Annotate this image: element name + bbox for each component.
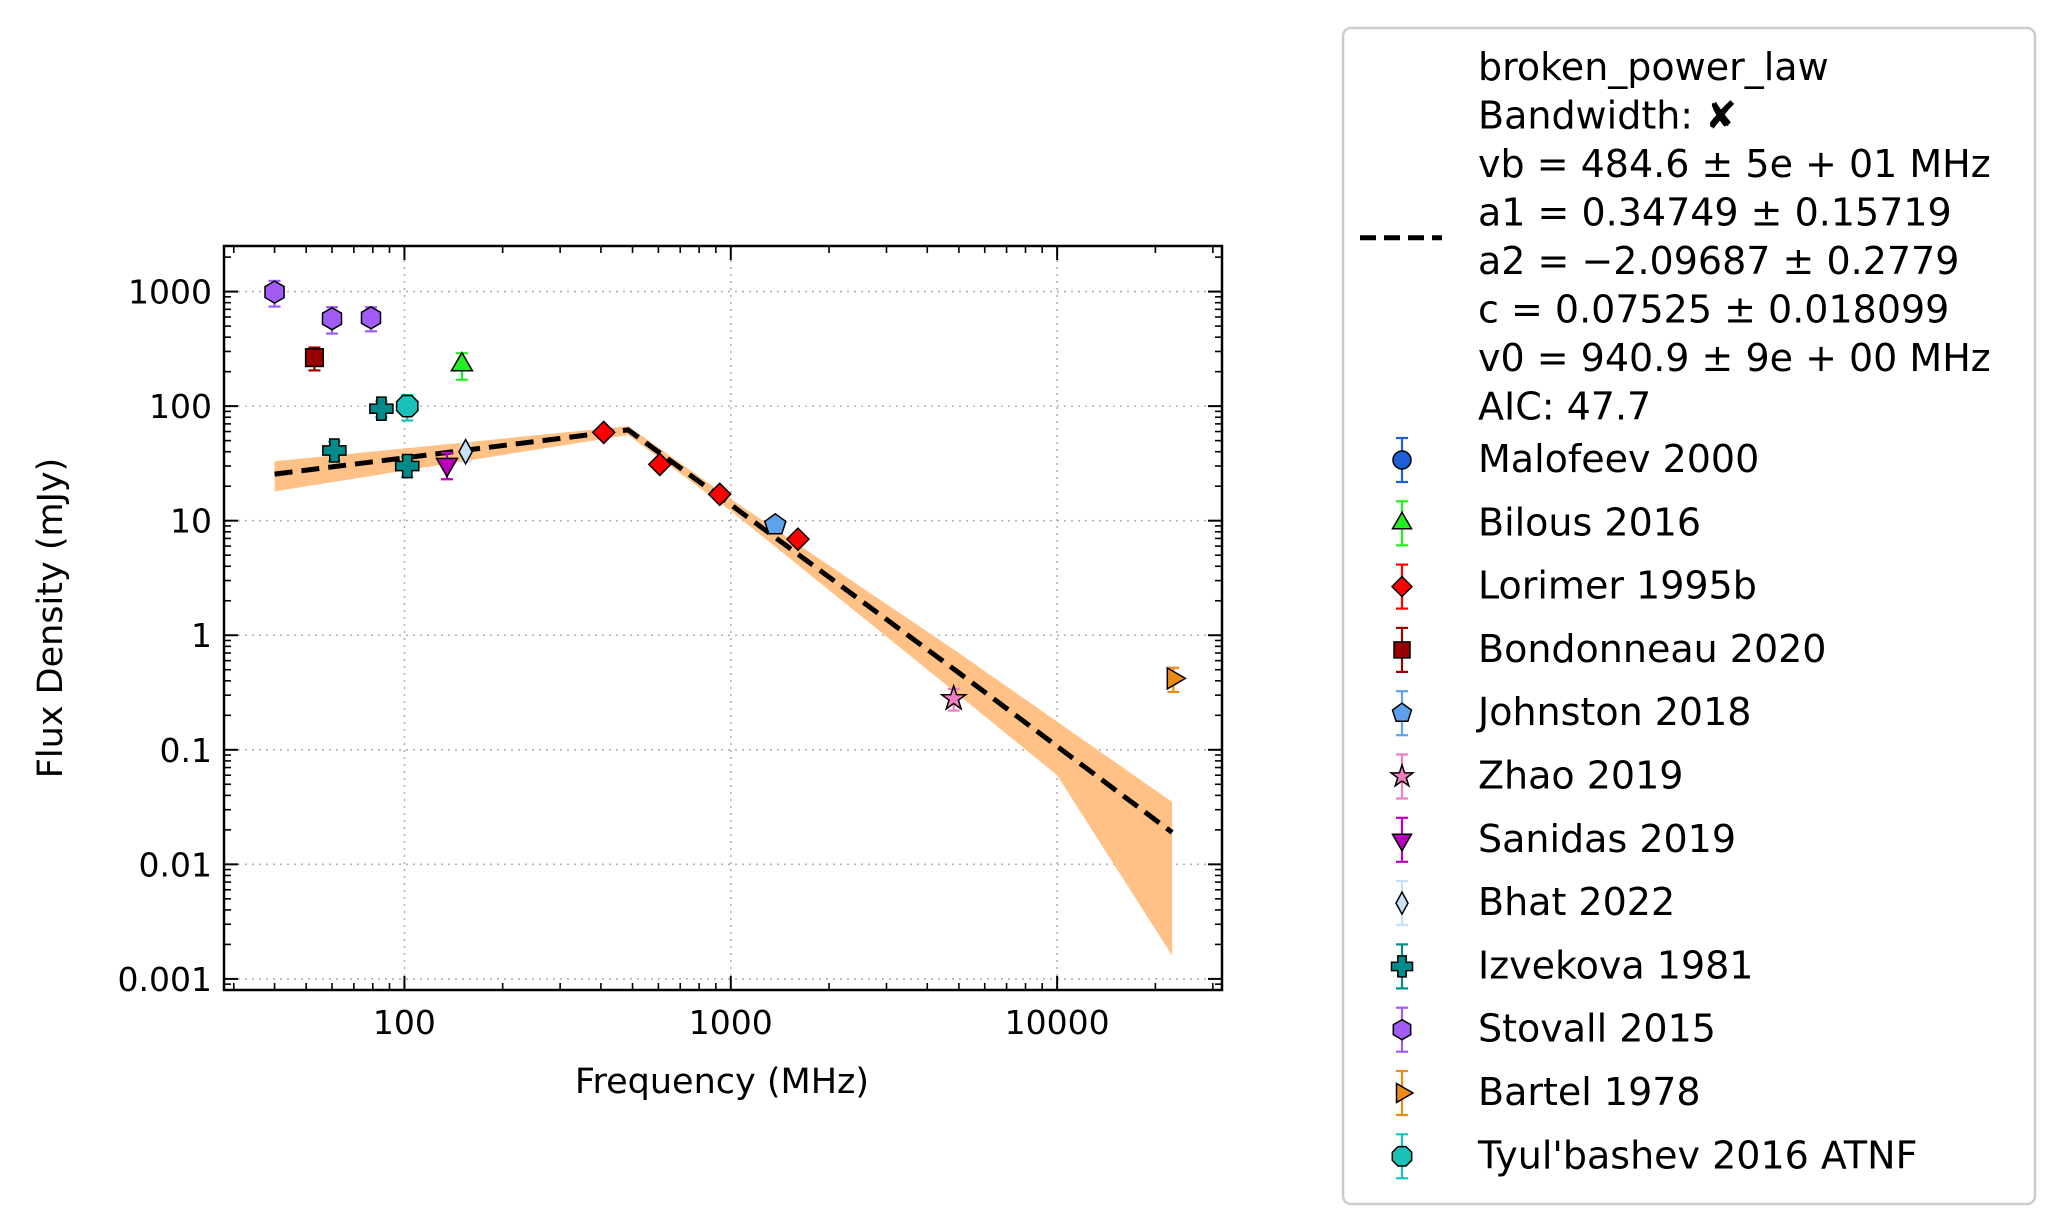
legend-label: Izvekova 1981 xyxy=(1478,943,1753,987)
data-point xyxy=(450,351,474,372)
series-bondonneau-2020 xyxy=(304,346,324,372)
y-tick-label: 0.1 xyxy=(160,731,212,770)
x-tick-label: 10000 xyxy=(1005,1003,1110,1042)
legend-label: Tyul'bashev 2016 ATNF xyxy=(1477,1133,1917,1177)
series-izvekova-1981 xyxy=(322,396,420,479)
legend-label: Bartel 1978 xyxy=(1478,1070,1701,1114)
legend-item: Izvekova 1981 xyxy=(1390,943,1753,990)
data-point xyxy=(369,396,394,421)
legend-item: Bondonneau 2020 xyxy=(1393,626,1826,674)
legend-marker xyxy=(1395,890,1409,916)
legend-fit-text: Bandwidth: ✘ xyxy=(1478,94,1737,138)
data-point xyxy=(394,453,420,479)
legend-marker xyxy=(1388,762,1416,788)
y-tick-label: 1 xyxy=(191,616,212,655)
plot-frame xyxy=(222,244,1224,992)
uncertainty-band xyxy=(274,426,1173,956)
legend-item: Bilous 2016 xyxy=(1391,500,1701,547)
y-tick-label: 100 xyxy=(149,387,212,426)
legend-marker xyxy=(1392,450,1412,470)
data-point xyxy=(939,683,968,711)
legend-label: Stovall 2015 xyxy=(1478,1007,1716,1051)
legend-fit-text: v0 = 940.9 ± 9e + 00 MHz xyxy=(1478,336,1991,380)
data-point xyxy=(435,457,459,479)
legend-label: Bilous 2016 xyxy=(1478,500,1701,544)
legend-item: Stovall 2015 xyxy=(1392,1006,1716,1053)
data-point xyxy=(360,305,382,330)
legend-label: Bondonneau 2020 xyxy=(1478,627,1826,671)
legend-marker xyxy=(1391,510,1413,530)
y-tick-label: 0.001 xyxy=(118,960,212,999)
legend-label: Zhao 2019 xyxy=(1478,754,1683,798)
legend-item: Bartel 1978 xyxy=(1395,1069,1701,1117)
data-point xyxy=(304,348,324,368)
y-axis-title: Flux Density (mJy) xyxy=(31,458,71,779)
legend-fit-text: a2 = −2.09687 ± 0.2779 xyxy=(1478,239,1959,283)
data-points xyxy=(264,279,1187,712)
series-johnston-2018 xyxy=(763,512,787,535)
y-tick-label: 0.01 xyxy=(139,845,212,884)
axes xyxy=(222,244,1224,992)
legend-marker xyxy=(1391,1145,1413,1167)
legend-marker xyxy=(1395,1082,1415,1104)
legend-fit-text: AIC: 47.7 xyxy=(1478,385,1651,429)
legend-label: Malofeev 2000 xyxy=(1478,437,1759,481)
y-tick-label: 1000 xyxy=(128,273,212,312)
legend-item: Lorimer 1995b xyxy=(1390,563,1757,610)
legend-marker xyxy=(1391,702,1413,723)
series-bhat-2022 xyxy=(458,438,474,466)
x-tick-label: 100 xyxy=(373,1003,436,1042)
series-lorimer-1995b xyxy=(591,420,810,552)
data-point xyxy=(763,512,787,535)
fit-uncertainty-band xyxy=(274,426,1173,956)
legend-marker xyxy=(1390,575,1414,598)
legend-label: Johnston 2018 xyxy=(1476,690,1751,734)
x-axis-title: Frequency (MHz) xyxy=(575,1062,869,1102)
data-point xyxy=(264,280,285,304)
series-zhao-2019 xyxy=(939,683,968,712)
data-point xyxy=(395,394,419,418)
grid xyxy=(224,246,1222,990)
data-point xyxy=(647,452,672,477)
legend-item: Zhao 2019 xyxy=(1388,753,1683,800)
data-point xyxy=(591,420,616,445)
legend-fit-text: vb = 484.6 ± 5e + 01 MHz xyxy=(1478,142,1991,186)
legend: broken_power_law Bandwidth: ✘vb = 484.6 ±… xyxy=(1341,26,2037,1206)
series-bilous-2016 xyxy=(450,351,474,381)
legend-marker xyxy=(1391,833,1413,853)
legend-marker xyxy=(1392,1018,1412,1041)
legend-item: Malofeev 2000 xyxy=(1392,436,1759,484)
legend-box xyxy=(1341,26,2037,1206)
legend-label: Lorimer 1995b xyxy=(1478,564,1757,608)
data-point xyxy=(1166,666,1187,691)
legend-marker xyxy=(1393,641,1411,659)
legend-item: Bhat 2022 xyxy=(1395,879,1675,927)
tick-labels: 100 1000 10000 0.001 0.01 0.1 1 10 100 1000 xyxy=(118,273,1110,1042)
legend-fit-text: c = 0.07525 ± 0.018099 xyxy=(1478,288,1949,332)
legend-item: Sanidas 2019 xyxy=(1391,816,1736,863)
series-bartel-1978 xyxy=(1166,666,1187,694)
legend-item: Johnston 2018 xyxy=(1391,690,1751,737)
series-tyul-bashev-2016-atnf xyxy=(395,393,419,422)
data-point xyxy=(458,438,474,466)
legend-marker xyxy=(1390,955,1414,978)
data-point xyxy=(785,527,810,552)
series-stovall-2015 xyxy=(264,279,382,335)
y-tick-label: 10 xyxy=(170,502,212,541)
legend-fit-text: broken_power_law xyxy=(1478,45,1829,89)
series-sanidas-2019 xyxy=(435,451,459,481)
data-point xyxy=(707,482,732,507)
x-tick-label: 1000 xyxy=(689,1003,773,1042)
legend-fit-text: a1 = 0.34749 ± 0.15719 xyxy=(1478,191,1952,235)
legend-label: Bhat 2022 xyxy=(1478,880,1675,924)
legend-item: Tyul'bashev 2016 ATNF xyxy=(1391,1133,1917,1180)
data-point xyxy=(322,438,347,463)
legend-label: Sanidas 2019 xyxy=(1478,817,1736,861)
data-point xyxy=(321,306,343,331)
